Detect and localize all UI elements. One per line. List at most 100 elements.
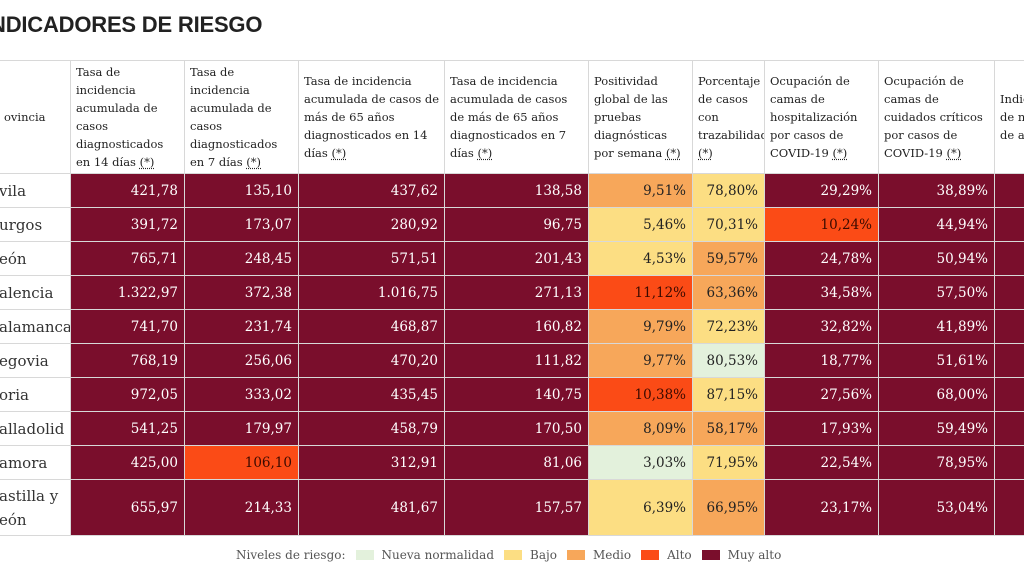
value-cell: 66,95% [692, 479, 765, 536]
value-cell: 1.322,97 [70, 275, 185, 310]
value-cell: 768,19 [70, 343, 185, 378]
value-cell: 68,00% [878, 377, 995, 412]
value-cell: 655,97 [70, 479, 185, 536]
value-cell: 78,80% [692, 173, 765, 208]
value-cell: 179,97 [184, 411, 299, 446]
value-cell [994, 479, 1024, 536]
value-cell: 170,50 [444, 411, 589, 446]
table-header-row: ovincia Tasa de incidencia acumulada de … [0, 60, 1024, 174]
table-row: alladolid 541,25 179,97 458,79 170,50 8,09% 58… [0, 411, 1024, 446]
province-cell: vila [0, 173, 71, 208]
value-cell: 9,77% [588, 343, 693, 378]
value-cell: 27,56% [764, 377, 879, 412]
value-cell: 59,57% [692, 241, 765, 276]
asterisk-note-link[interactable]: (*) [665, 146, 681, 160]
value-cell [994, 173, 1024, 208]
value-cell: 106,10 [184, 445, 299, 480]
value-cell: 470,20 [298, 343, 445, 378]
value-cell: 59,49% [878, 411, 995, 446]
value-cell: 51,61% [878, 343, 995, 378]
value-cell: 38,89% [878, 173, 995, 208]
value-cell: 18,77% [764, 343, 879, 378]
value-cell: 78,95% [878, 445, 995, 480]
value-cell: 458,79 [298, 411, 445, 446]
value-cell: 765,71 [70, 241, 185, 276]
value-cell: 571,51 [298, 241, 445, 276]
value-cell: 214,33 [184, 479, 299, 536]
asterisk-note-link[interactable]: (*) [946, 146, 962, 160]
value-cell: 138,58 [444, 173, 589, 208]
header-incidencia-7d: Tasa de incidencia acumulada de casos di… [184, 60, 299, 174]
table-row: egovia 768,19 256,06 470,20 111,82 9,77% 80,53… [0, 343, 1024, 378]
asterisk-note-link[interactable]: (*) [246, 155, 262, 169]
asterisk-note-link[interactable]: (*) [331, 146, 347, 160]
legend-label: Niveles de riesgo: [236, 548, 346, 562]
table-row: vila 421,78 135,10 437,62 138,58 9,51% 78,80% 2… [0, 173, 1024, 208]
value-cell: 271,13 [444, 275, 589, 310]
header-trazabilidad: Porcentaje de casos con trazabilidad (*) [692, 60, 765, 174]
header-ocupacion-criticos: Ocupación de camas de cuidados críticos … [878, 60, 995, 174]
legend-swatch [355, 550, 374, 560]
value-cell [994, 275, 1024, 310]
province-cell: alladolid [0, 411, 71, 446]
value-cell: 29,29% [764, 173, 879, 208]
asterisk-note-link[interactable]: (*) [477, 146, 493, 160]
province-cell: oria [0, 377, 71, 412]
value-cell: 372,38 [184, 275, 299, 310]
value-cell: 333,02 [184, 377, 299, 412]
table-row: eón 765,71 248,45 571,51 201,43 4,53% 59,57% 24… [0, 241, 1024, 276]
value-cell: 541,25 [70, 411, 185, 446]
value-cell: 53,04% [878, 479, 995, 536]
value-cell: 34,58% [764, 275, 879, 310]
header-provincia: ovincia [0, 60, 71, 174]
asterisk-note-link[interactable]: (*) [698, 146, 713, 160]
value-cell: 11,12% [588, 275, 693, 310]
province-cell: egovia [0, 343, 71, 378]
legend-item-bajo: Bajo [504, 548, 557, 562]
value-cell [994, 411, 1024, 446]
value-cell: 157,57 [444, 479, 589, 536]
value-cell: 312,91 [298, 445, 445, 480]
header-incidencia-14d: Tasa de incidencia acumulada de casos di… [70, 60, 185, 174]
value-cell: 140,75 [444, 377, 589, 412]
value-cell: 135,10 [184, 173, 299, 208]
table-body: vila 421,78 135,10 437,62 138,58 9,51% 78,80% 2… [0, 173, 1024, 536]
province-cell: eón [0, 241, 71, 276]
table-row: oria 972,05 333,02 435,45 140,75 10,38% 87,15%… [0, 377, 1024, 412]
legend-item-alto: Alto [641, 548, 692, 562]
asterisk-note-link[interactable]: (*) [832, 146, 848, 160]
value-cell: 280,92 [298, 207, 445, 242]
legend-item-muy-alto: Muy alto [701, 548, 781, 562]
value-cell [994, 377, 1024, 412]
header-indicador-truncado: Indic de ni de al [994, 60, 1024, 174]
legend-swatch [701, 550, 720, 560]
table-row: alencia 1.322,97 372,38 1.016,75 271,13 11,12… [0, 275, 1024, 310]
value-cell: 1.016,75 [298, 275, 445, 310]
value-cell: 256,06 [184, 343, 299, 378]
header-positividad: Positividad global de las pruebas diagnó… [588, 60, 693, 174]
risk-indicators-table: ovincia Tasa de incidencia acumulada de … [0, 60, 1024, 536]
value-cell: 437,62 [298, 173, 445, 208]
value-cell: 231,74 [184, 309, 299, 344]
value-cell: 421,78 [70, 173, 185, 208]
value-cell: 201,43 [444, 241, 589, 276]
value-cell: 96,75 [444, 207, 589, 242]
legend-swatch [641, 550, 660, 560]
value-cell: 58,17% [692, 411, 765, 446]
value-cell: 71,95% [692, 445, 765, 480]
province-cell: alencia [0, 275, 71, 310]
value-cell: 80,53% [692, 343, 765, 378]
value-cell: 57,50% [878, 275, 995, 310]
risk-indicators-table-wrapper: ovincia Tasa de incidencia acumulada de … [0, 60, 1024, 536]
value-cell: 70,31% [692, 207, 765, 242]
value-cell: 173,07 [184, 207, 299, 242]
legend-swatch [566, 550, 585, 560]
value-cell: 3,03% [588, 445, 693, 480]
table-row: alamanca 741,70 231,74 468,87 160,82 9,79% 72,… [0, 309, 1024, 344]
province-cell: urgos [0, 207, 71, 242]
province-cell: astilla y eón [0, 479, 71, 536]
value-cell: 468,87 [298, 309, 445, 344]
asterisk-note-link[interactable]: (*) [139, 155, 155, 169]
risk-legend: Niveles de riesgo: Nueva normalidad Bajo… [236, 546, 791, 564]
value-cell: 41,89% [878, 309, 995, 344]
